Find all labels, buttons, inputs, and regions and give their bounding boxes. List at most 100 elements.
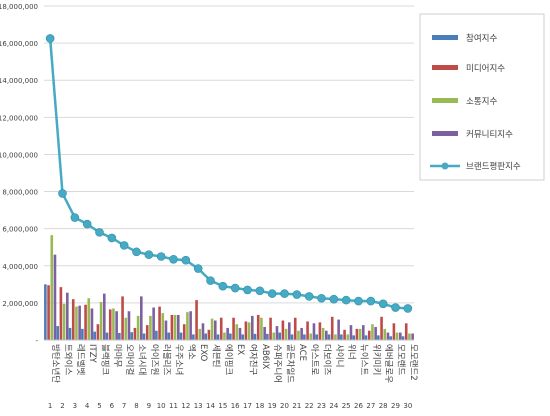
bar xyxy=(136,315,140,340)
x-index-label: 14 xyxy=(206,402,215,410)
y-tick-label: 14,000,000 xyxy=(0,77,38,85)
x-index-label: 11 xyxy=(169,402,178,410)
line-point xyxy=(95,228,104,237)
series-line xyxy=(48,38,408,310)
x-index-label: 23 xyxy=(317,402,326,410)
bar xyxy=(140,296,143,340)
x-category-label: 마마무 xyxy=(112,344,122,368)
bar xyxy=(395,332,399,340)
bar xyxy=(173,314,177,340)
bar xyxy=(256,314,260,340)
line-point xyxy=(193,264,203,273)
bar xyxy=(198,328,202,340)
bar xyxy=(358,328,362,340)
bar xyxy=(312,323,316,340)
line-point xyxy=(280,289,289,298)
bar xyxy=(303,334,306,340)
y-tick-label: - xyxy=(35,337,38,345)
x-index-label: 12 xyxy=(181,402,190,410)
bar xyxy=(306,321,309,340)
line-point xyxy=(206,276,215,285)
x-category-label: 엑소 xyxy=(186,344,197,360)
bar xyxy=(362,325,365,340)
line-point xyxy=(169,254,178,264)
line-point xyxy=(391,303,400,312)
x-index-label: 6 xyxy=(110,402,115,410)
legend-label: 미디어지수 xyxy=(466,63,505,74)
x-index-label: 13 xyxy=(194,402,203,410)
x-category-label: 에이핑크 xyxy=(223,344,234,375)
bar xyxy=(288,322,291,340)
x-category-label: 더보이즈 xyxy=(322,344,333,375)
line-point xyxy=(317,293,326,303)
line-series-group xyxy=(45,34,413,313)
bar xyxy=(334,334,337,340)
bar xyxy=(87,298,91,340)
bar xyxy=(75,306,78,340)
x-category-label: ACE xyxy=(297,344,307,361)
bar xyxy=(201,323,205,340)
x-index-label: 8 xyxy=(134,402,138,410)
bar xyxy=(118,332,121,340)
bar xyxy=(182,324,186,340)
x-category-label: 여자친구 xyxy=(248,344,259,375)
line-point xyxy=(354,296,363,306)
bar xyxy=(195,300,198,340)
line-point xyxy=(82,219,92,229)
x-category-label: 방탄소년단 xyxy=(50,344,61,383)
bar xyxy=(189,311,192,340)
legend-swatch xyxy=(432,131,458,136)
bar xyxy=(145,325,149,340)
x-index-label: 28 xyxy=(379,402,388,410)
bar xyxy=(56,326,59,340)
line-point xyxy=(378,299,388,309)
bar xyxy=(300,327,303,340)
x-category-label: ITZY xyxy=(87,344,97,364)
bar xyxy=(238,327,242,340)
x-index-label: 18 xyxy=(255,402,264,410)
bar xyxy=(207,329,211,340)
line-point xyxy=(366,296,376,306)
legend-swatch xyxy=(432,98,458,103)
x-category-label: 모모랜드2 xyxy=(408,344,419,381)
y-tick-label: 10,000,000 xyxy=(0,151,38,159)
bar-series-group xyxy=(44,235,414,340)
bar xyxy=(371,324,374,340)
x-category-label: 에버글로우 xyxy=(383,344,394,383)
x-index-label: 7 xyxy=(122,402,126,410)
y-tick-label: 18,000,000 xyxy=(0,3,38,11)
bar xyxy=(297,330,300,340)
x-index-label: 5 xyxy=(97,402,101,410)
bar xyxy=(47,285,50,340)
line-point xyxy=(107,233,117,243)
y-tick-label: 16,000,000 xyxy=(0,40,38,48)
bar xyxy=(192,334,195,340)
bar xyxy=(90,308,94,340)
bar xyxy=(214,320,217,340)
bar xyxy=(50,235,54,340)
x-index-label: 20 xyxy=(280,402,289,410)
bar xyxy=(155,330,158,340)
legend-marker xyxy=(441,162,449,170)
x-category-label: 아스트로 xyxy=(309,344,320,375)
bar xyxy=(247,322,251,340)
x-category-label: 레드벨벳 xyxy=(75,344,86,375)
x-index-label: 21 xyxy=(292,402,301,410)
bar xyxy=(269,317,272,340)
x-category-label: 위키미키 xyxy=(371,344,381,375)
bar xyxy=(44,284,47,340)
bar xyxy=(263,327,266,340)
bar xyxy=(343,329,346,340)
bar xyxy=(235,324,239,340)
y-axis: - 2,000,000 4,000,000 6,000,000 8,000,000 10,… xyxy=(0,3,38,345)
bar xyxy=(167,332,170,340)
bar xyxy=(309,333,313,340)
bar xyxy=(115,311,118,340)
bar xyxy=(152,307,155,340)
bar xyxy=(71,299,75,340)
gridlines xyxy=(44,5,414,341)
legend-swatch xyxy=(432,65,458,70)
bar xyxy=(78,305,81,340)
bar xyxy=(266,333,269,340)
